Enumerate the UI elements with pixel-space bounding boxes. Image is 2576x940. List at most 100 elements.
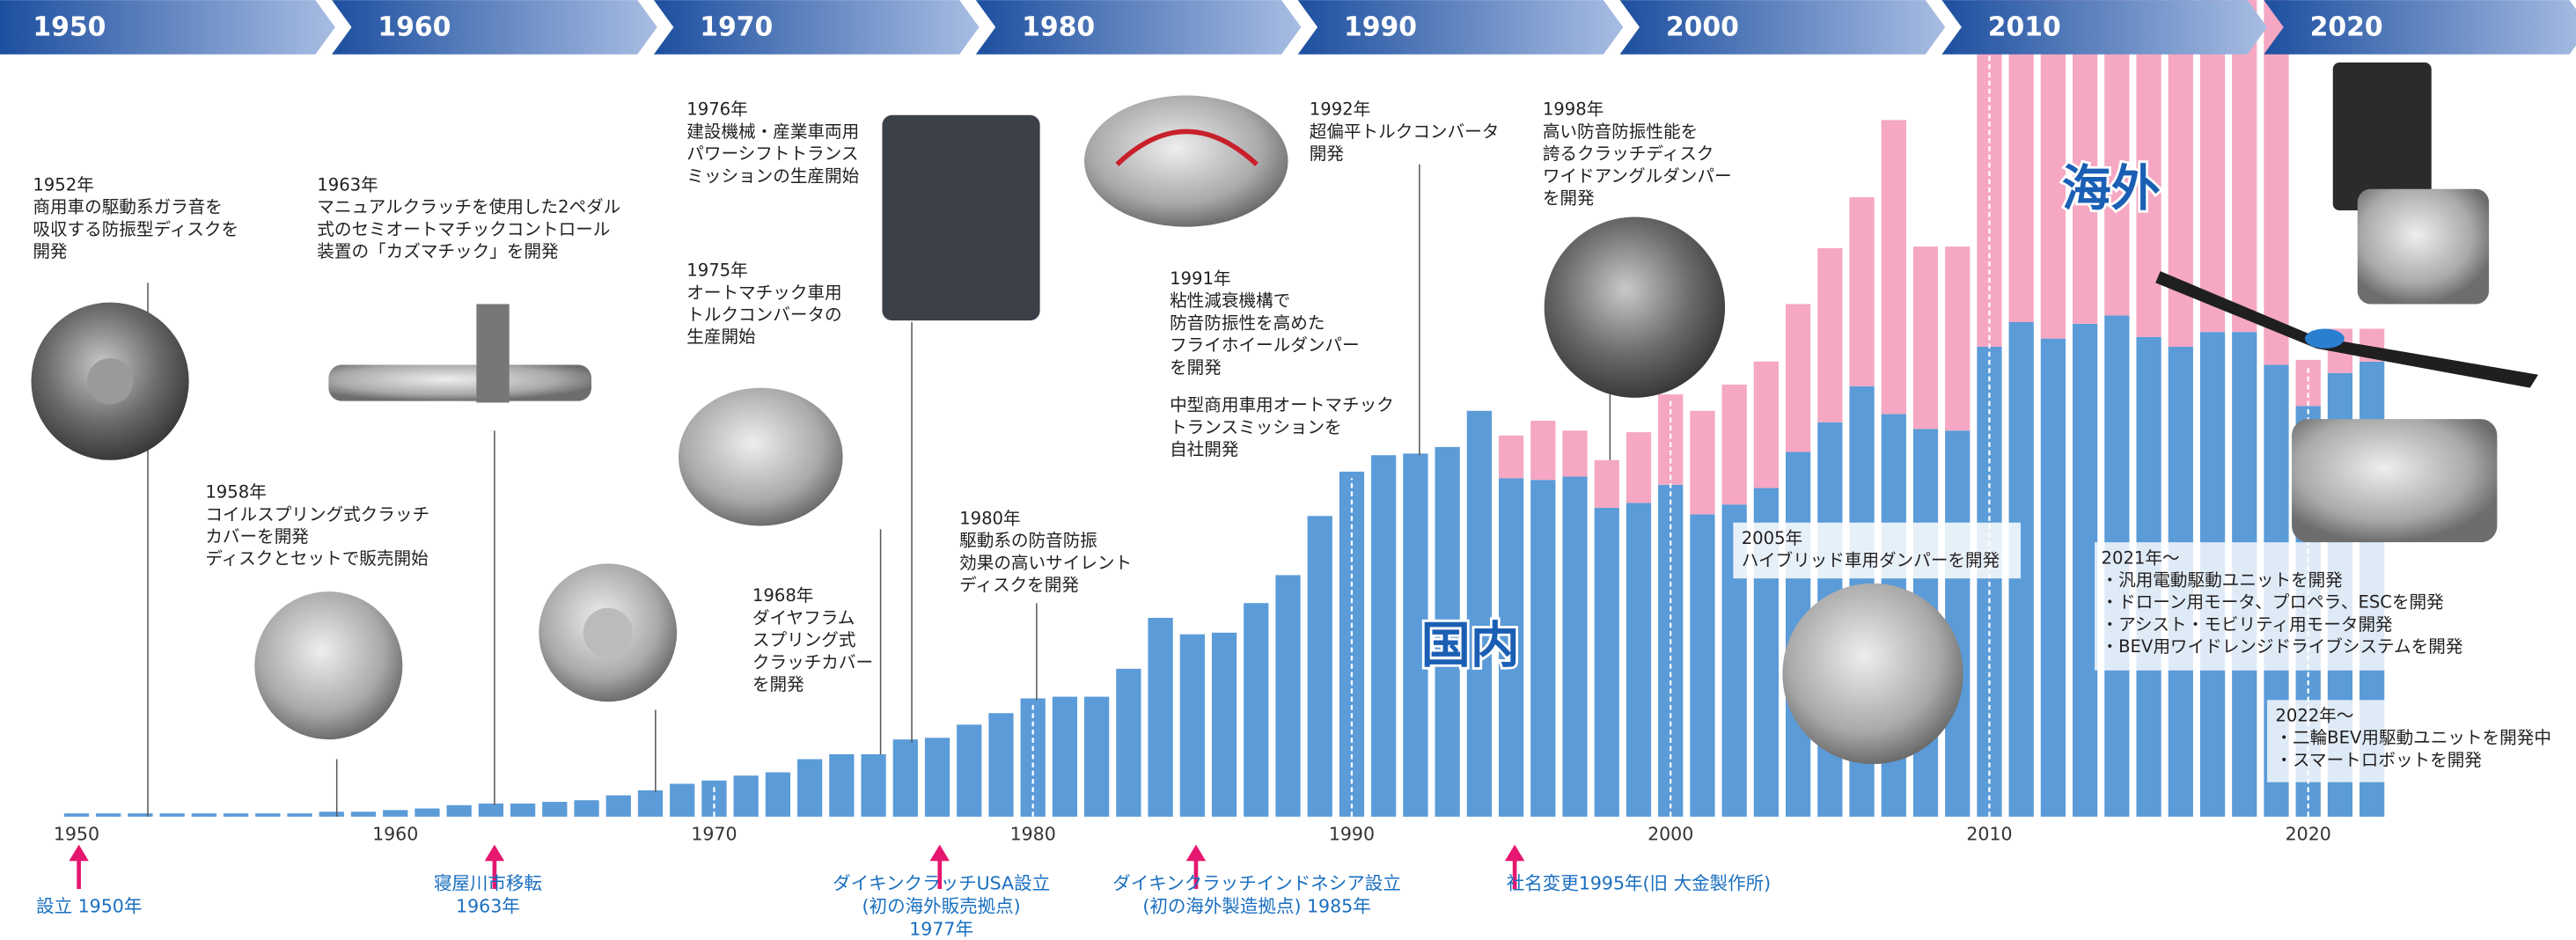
photo-kazmatic bbox=[328, 365, 591, 401]
annotation-text: を開発 bbox=[752, 674, 804, 694]
series-label: 海外 bbox=[2062, 161, 2161, 218]
bar bbox=[287, 813, 312, 817]
annotation-text: ディスクを開発 bbox=[959, 575, 1079, 595]
bar bbox=[1562, 430, 1587, 476]
x-tick-label: 2000 bbox=[1648, 823, 1693, 844]
annotation-text: 1975年 bbox=[686, 261, 747, 281]
bar bbox=[1467, 411, 1492, 817]
bar bbox=[159, 813, 184, 817]
x-tick-label: 2020 bbox=[2286, 823, 2331, 844]
bar bbox=[1945, 246, 1970, 430]
annotation-text: ・BEV用ワイドレンジドライブシステムを開発 bbox=[2102, 636, 2463, 657]
bar bbox=[1626, 432, 1651, 503]
annotation-text: トランスミッションを bbox=[1170, 417, 1342, 437]
bar bbox=[2296, 360, 2321, 406]
bar bbox=[988, 713, 1013, 817]
annotation-text: を開発 bbox=[1170, 357, 1222, 378]
bar bbox=[1945, 430, 1970, 817]
annotation-text: 1980年 bbox=[959, 509, 1020, 529]
annotation-text: ・汎用電動駆動ユニットを開発 bbox=[2102, 570, 2344, 591]
bar bbox=[1212, 633, 1237, 817]
chart: 19501960197019801990200020102020国内海外1952… bbox=[0, 0, 2576, 940]
annotation-text: ・スマートロボットを開発 bbox=[2275, 750, 2482, 770]
banner-decade: 1960 bbox=[378, 11, 451, 42]
milestone-text: 寝屋川市移転 bbox=[434, 872, 542, 893]
milestone-arrow-head bbox=[930, 845, 950, 862]
annotation-text: カバーを開発 bbox=[205, 526, 309, 547]
bar bbox=[638, 790, 663, 817]
annotation-text: 1992年 bbox=[1310, 99, 1370, 120]
milestone-text: ダイキンクラッチUSA設立 bbox=[833, 872, 1050, 893]
x-tick-label: 2010 bbox=[1966, 823, 2012, 844]
annotation-text: ・二輪BEV用駆動ユニットを開発中 bbox=[2275, 728, 2551, 748]
annotation-text: 2005年 bbox=[1742, 528, 1802, 548]
annotation-text: フライホイールダンパー bbox=[1170, 335, 1360, 356]
annotation-text: 開発 bbox=[1310, 143, 1345, 164]
photo-transmission bbox=[882, 115, 1039, 320]
milestone-arrow-head bbox=[1186, 845, 1206, 862]
banner-decade: 2010 bbox=[1988, 11, 2061, 42]
annotation-text: ディスクとセットで販売開始 bbox=[205, 548, 428, 569]
annotation-text: マニュアルクラッチを使用した2ペダル bbox=[317, 197, 620, 217]
milestone-text: ダイキンクラッチインドネシア設立 bbox=[1112, 872, 1401, 893]
annotation-text: 駆動系の防音防振 bbox=[959, 531, 1097, 551]
bar bbox=[1690, 411, 1714, 515]
annotation-text: 1963年 bbox=[317, 175, 378, 195]
annotation-text: 商用車の駆動系ガラ音を bbox=[33, 197, 223, 217]
bar bbox=[1371, 455, 1396, 817]
bar bbox=[1530, 421, 1555, 480]
bar bbox=[574, 800, 598, 817]
annotation-text: ハイブリッド車用ダンパーを開発 bbox=[1742, 550, 2000, 570]
bar bbox=[925, 738, 950, 817]
bar bbox=[1913, 246, 1938, 429]
bar bbox=[1499, 436, 1523, 479]
bar bbox=[1308, 516, 1332, 817]
annotation-text: ・アシスト・モビリティ用モータ開発 bbox=[2102, 614, 2394, 635]
bar bbox=[1882, 120, 1906, 414]
bar bbox=[1595, 460, 1619, 508]
bar bbox=[224, 813, 248, 817]
banner-decade: 1950 bbox=[33, 11, 106, 42]
annotation-text: 中型商用車用オートマチック bbox=[1170, 395, 1394, 415]
bar bbox=[1244, 603, 1268, 817]
annotation-text: 吸収する防振型ディスクを bbox=[33, 219, 239, 239]
bar bbox=[1116, 669, 1141, 817]
photo-diaphragm-center bbox=[583, 608, 633, 657]
annotation-text: ・ドローン用モータ、プロペラ、ESCを開発 bbox=[2102, 592, 2445, 613]
bar bbox=[797, 760, 822, 817]
bar bbox=[351, 811, 376, 817]
x-tick-label: 1950 bbox=[54, 823, 99, 844]
bar bbox=[1595, 508, 1619, 817]
bar bbox=[64, 813, 89, 817]
annotation-text: 自社開発 bbox=[1170, 439, 1239, 459]
photo-bev-drive bbox=[2292, 419, 2497, 542]
milestone-arrow-head bbox=[69, 845, 88, 862]
banner-decade: 1970 bbox=[700, 11, 773, 42]
photo-flat-converter bbox=[1084, 95, 1288, 226]
annotation-text: 装置の「カズマチック」を開発 bbox=[317, 241, 559, 261]
bar bbox=[1690, 514, 1714, 816]
bar bbox=[1626, 503, 1651, 817]
photo-torque-converter bbox=[679, 388, 843, 526]
bar bbox=[893, 739, 918, 817]
photo-motor-housing bbox=[2358, 189, 2489, 305]
bar bbox=[255, 813, 280, 817]
bar bbox=[192, 813, 217, 817]
bar bbox=[1849, 197, 1874, 386]
annotation-text: 式のセミオートマチックコントロール bbox=[317, 219, 610, 239]
series-label: 国内 bbox=[1421, 618, 1520, 675]
annotation-text: 1991年 bbox=[1170, 268, 1230, 289]
photo-wide-angle-damper bbox=[1545, 217, 1725, 398]
annotation-text: 生産開始 bbox=[686, 327, 755, 347]
annotation-text: 1952年 bbox=[33, 175, 93, 195]
bar bbox=[1180, 635, 1205, 817]
annotation-text: ミッションの生産開始 bbox=[686, 165, 859, 186]
bar bbox=[1722, 385, 1747, 504]
annotation-text: 2021年～ bbox=[2102, 547, 2180, 568]
annotation-text: トルクコンバータの bbox=[686, 305, 841, 325]
annotation-text: 効果の高いサイレント bbox=[959, 553, 1132, 573]
annotation-text: 防音防振性を高めた bbox=[1170, 312, 1325, 333]
bar bbox=[1148, 618, 1172, 817]
photo-coil-cover bbox=[254, 591, 402, 739]
milestone-arrow-head bbox=[1505, 845, 1524, 862]
